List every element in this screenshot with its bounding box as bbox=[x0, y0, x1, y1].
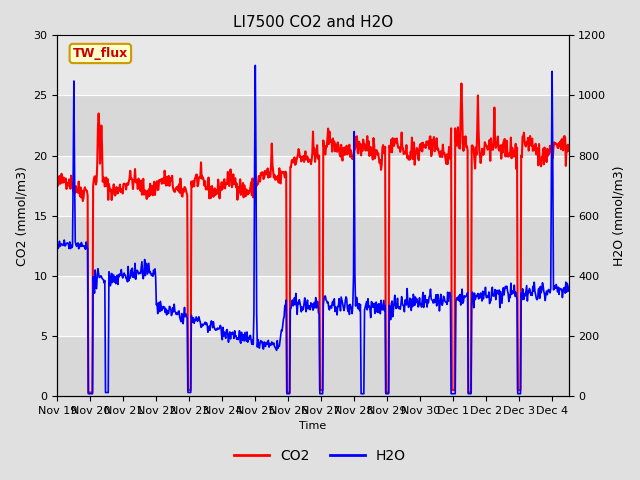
Y-axis label: CO2 (mmol/m3): CO2 (mmol/m3) bbox=[15, 166, 28, 265]
Bar bbox=[58, 336, 568, 396]
X-axis label: Time: Time bbox=[300, 421, 326, 432]
Bar bbox=[58, 36, 568, 96]
Bar bbox=[58, 96, 568, 156]
Legend: CO2, H2O: CO2, H2O bbox=[228, 443, 412, 468]
Text: TW_flux: TW_flux bbox=[73, 47, 128, 60]
Bar bbox=[58, 276, 568, 336]
Title: LI7500 CO2 and H2O: LI7500 CO2 and H2O bbox=[233, 15, 393, 30]
Y-axis label: H2O (mmol/m3): H2O (mmol/m3) bbox=[612, 166, 625, 266]
Bar bbox=[58, 156, 568, 216]
Bar bbox=[58, 216, 568, 276]
